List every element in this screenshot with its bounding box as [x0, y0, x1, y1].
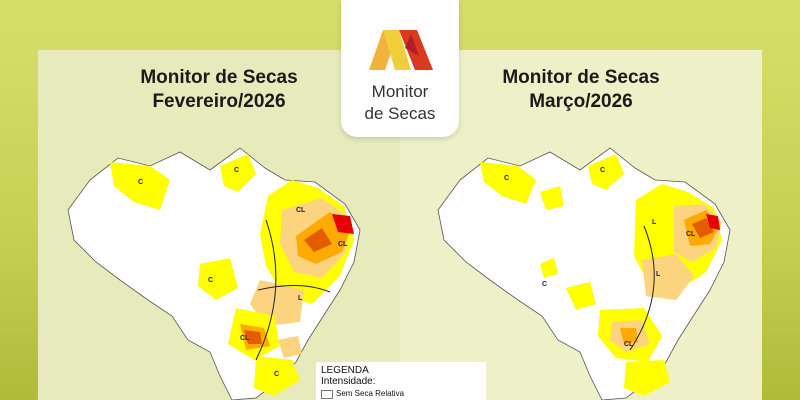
map-label: CL [686, 231, 696, 238]
map-label: C [234, 167, 239, 174]
map-label: C [504, 175, 509, 182]
legend-title: LEGENDA [321, 365, 369, 376]
brazil-drought-map-march: C C L CL L C CL [437, 147, 731, 400]
map-label: L [652, 219, 657, 226]
map-title-line2: Março/2026 [529, 91, 633, 112]
map-label: C [600, 167, 605, 174]
map-title-line2: Fevereiro/2026 [152, 91, 286, 112]
map-label: C [274, 371, 279, 378]
map-label: L [656, 271, 661, 278]
logo-line1: Monitor [371, 82, 429, 101]
legend-swatch-no-drought [321, 390, 333, 399]
map-label: C [542, 281, 547, 288]
map-title-line1: Monitor de Secas [140, 67, 298, 88]
map-label: CL [296, 207, 306, 214]
map-label: CL [240, 335, 250, 342]
map-label: C [138, 179, 143, 186]
map-title-line1: Monitor de Secas [502, 67, 660, 88]
brazil-drought-map-february: C C CL CL C L CL C [67, 147, 361, 400]
logo-card: Monitor de Secas [341, 0, 459, 137]
legend-item-no-drought: Sem Seca Relativa [336, 389, 405, 398]
map-label: C [208, 277, 213, 284]
map-label: CL [338, 241, 348, 248]
legend-subtitle: Intensidade: [321, 376, 376, 387]
map-label: CL [624, 341, 634, 348]
logo-line2: de Secas [364, 104, 436, 123]
map-label: L [298, 295, 303, 302]
m-logo-icon [369, 30, 433, 70]
map-legend: LEGENDA Intensidade: Sem Seca Relativa [316, 362, 486, 400]
